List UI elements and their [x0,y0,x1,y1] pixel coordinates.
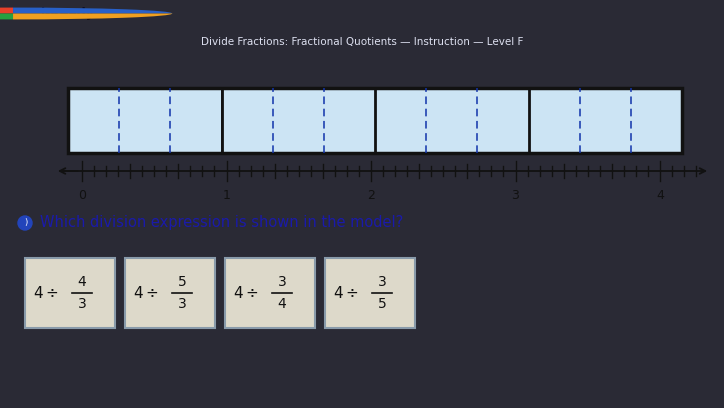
Bar [25,258,115,328]
Bar [225,258,315,328]
Text: 3: 3 [512,189,519,202]
Bar [426,88,477,153]
Text: 3: 3 [378,275,387,289]
Text: 5: 5 [378,297,387,311]
Text: 3: 3 [277,275,287,289]
Bar [170,88,222,153]
Text: 3: 3 [177,297,186,311]
Circle shape [18,216,32,230]
Text: Which division expression is shown in the model?: Which division expression is shown in th… [40,215,403,231]
Text: $4 \div$: $4 \div$ [233,285,258,301]
Wedge shape [13,13,172,20]
Text: 3: 3 [77,297,86,311]
Text: 4: 4 [656,189,664,202]
Text: 1: 1 [222,189,230,202]
Bar [68,88,119,153]
Text: $4 \div$: $4 \div$ [133,285,159,301]
Text: i-Ready: i-Ready [41,7,93,20]
Wedge shape [0,13,13,20]
Text: 0: 0 [78,189,86,202]
Text: 4: 4 [277,297,287,311]
Bar [529,88,580,153]
Bar [631,88,682,153]
Text: 2: 2 [367,189,375,202]
Bar [68,88,682,153]
Bar [125,258,215,328]
Bar [375,88,426,153]
Text: ): ) [25,219,28,228]
Wedge shape [13,8,172,13]
Bar [273,88,324,153]
Bar [222,88,273,153]
Text: Divide Fractions: Fractional Quotients — Instruction — Level F: Divide Fractions: Fractional Quotients —… [201,38,523,47]
Bar [119,88,170,153]
Bar [324,88,375,153]
Text: $4 \div$: $4 \div$ [33,285,59,301]
Bar [580,88,631,153]
Text: $4 \div$: $4 \div$ [333,285,359,301]
Wedge shape [0,8,13,13]
Bar [325,258,415,328]
Text: 4: 4 [77,275,86,289]
Text: 5: 5 [177,275,186,289]
Bar [477,88,529,153]
